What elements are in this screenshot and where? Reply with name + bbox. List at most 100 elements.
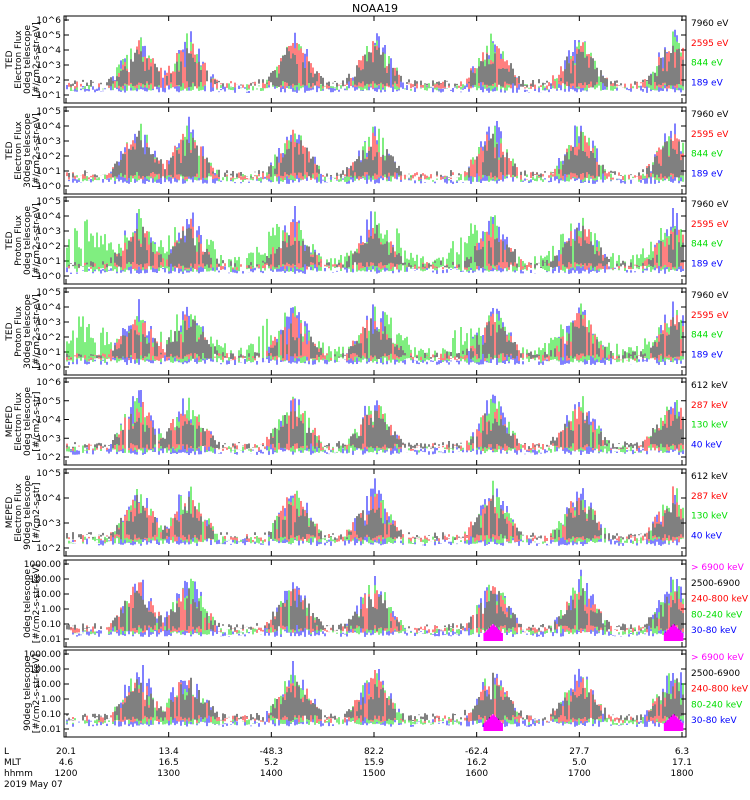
y-tick-label: 10^2: [36, 453, 61, 463]
legend-entry: 40 keV: [691, 531, 723, 541]
trace-magenta: [483, 624, 684, 641]
x-tick-label: 17.1: [672, 758, 692, 768]
x-tick-label: 13.4: [159, 747, 179, 757]
legend-entry: 30-80 keV: [691, 626, 737, 636]
y-axis-label: [#/cm2-s-str]: [32, 391, 42, 451]
legend-entry: 612 keV: [691, 381, 728, 391]
y-tick-label: 10^5: [36, 469, 61, 479]
y-tick-label: 10^3: [36, 137, 61, 147]
x-tick-label: 5.2: [264, 758, 278, 768]
data-traces: [66, 116, 684, 184]
panel-frame: [63, 559, 687, 648]
y-axis-label: 30deg telescope: [23, 113, 33, 188]
y-axis-label: TED: [5, 231, 15, 250]
y-axis-label: [#/cm2-s-str]: [32, 482, 42, 542]
legend-entry: 844 eV: [691, 240, 724, 250]
trace-blue: [72, 478, 680, 546]
y-tick-label: 10^0: [36, 182, 61, 192]
y-tick-label: 10^0: [36, 272, 61, 282]
data-traces: [66, 299, 684, 365]
y-tick-label: 10^6: [36, 378, 61, 388]
legend-entry: 7960 eV: [691, 19, 729, 29]
y-tick-label: 0.01: [41, 635, 61, 645]
y-axis-label: 0deg telescope: [23, 206, 33, 276]
panel-frame: [63, 106, 687, 195]
y-tick-label: 10^1: [36, 167, 61, 177]
y-axis-label: Electron Flux: [14, 30, 24, 89]
y-tick-label: 10^4: [36, 46, 61, 56]
y-tick-label: 10^4: [36, 303, 61, 313]
x-tick-label: 1500: [363, 769, 386, 779]
y-axis-label: Proton Flux: [14, 306, 24, 357]
y-tick-label: 10^3: [36, 519, 61, 529]
x-tick-label: 82.2: [364, 747, 384, 757]
y-axis-label: 30deg telescope: [23, 294, 33, 369]
legend-entry: 2595 eV: [691, 39, 729, 49]
y-tick-label: 10^1: [36, 257, 61, 267]
x-tick-label: 1200: [55, 769, 78, 779]
y-tick-label: 10^5: [36, 288, 61, 298]
y-tick-label: 10^3: [36, 434, 61, 444]
y-tick-label: 100.00: [30, 665, 62, 675]
x-tick-label: 20.1: [56, 747, 76, 757]
x-tick-label: 15.9: [364, 758, 384, 768]
y-tick-label: 10^0: [36, 363, 61, 373]
legend-entry: 287 keV: [691, 401, 728, 411]
x-tick-label: 6.3: [675, 747, 689, 757]
data-traces: [66, 206, 684, 274]
y-axis-label: [#/cm2-s-str-eV]: [32, 203, 42, 278]
legend-entry: 612 keV: [691, 472, 728, 482]
data-traces: [66, 569, 684, 641]
x-tick-label: 1700: [568, 769, 591, 779]
y-axis-label: MEPED: [5, 497, 15, 529]
legend-entry: 2595 eV: [691, 311, 729, 321]
y-tick-label: 0.10: [41, 620, 61, 630]
legend-entry: 844 eV: [691, 150, 724, 160]
y-tick-label: 10^6: [36, 16, 61, 26]
panel-5: 10^2 10^3 10^4 10^5 10^6 MEPED Electron Flux 0d…: [5, 377, 728, 466]
y-axis-label: [#/cm2-s-str-eV]: [32, 113, 42, 188]
trace-black: [66, 314, 684, 359]
y-tick-label: 10^4: [36, 212, 61, 222]
legend-entry: 130 keV: [691, 421, 728, 431]
x-tick-label: 27.7: [569, 747, 589, 757]
y-tick-label: 1.00: [41, 695, 61, 705]
y-tick-label: 10^4: [36, 122, 61, 132]
x-tick-label: -62.4: [465, 747, 489, 757]
legend-entry: > 6900 keV: [691, 653, 745, 663]
x-tick-label: 5.0: [572, 758, 587, 768]
y-tick-label: 10^2: [36, 333, 61, 343]
y-axis-label: 0deg telescope: [23, 569, 33, 639]
x-tick-label: 1600: [465, 769, 488, 779]
panel-1: 10^1 10^2 10^3 10^4 10^5 10^6 TED Electron Flux…: [5, 15, 729, 104]
chart-title: NOAA19: [352, 2, 398, 15]
y-axis-label: [#/cm2-s-str-eV]: [32, 294, 42, 369]
data-traces: [66, 661, 684, 731]
x-tick-label: -48.3: [260, 747, 283, 757]
y-axis-label: 90deg telescope: [23, 475, 33, 550]
trace-black: [68, 130, 684, 178]
legend-entry: 189 eV: [691, 78, 724, 88]
y-tick-label: 10^4: [36, 416, 61, 426]
y-tick-label: 10.00: [35, 590, 61, 600]
y-tick-label: 1000.00: [24, 560, 61, 570]
legend-entry: 80-240 keV: [691, 610, 743, 620]
y-tick-label: 10^2: [36, 152, 61, 162]
y-tick-label: 10^5: [36, 397, 61, 407]
y-tick-label: 10^1: [36, 91, 61, 101]
legend-entry: 240-800 keV: [691, 595, 749, 605]
legend-entry: 189 eV: [691, 169, 724, 179]
y-axis-label: [#/cm2-s-str-keV]: [32, 564, 42, 643]
data-traces: [66, 29, 684, 93]
x-tick-label: 1800: [671, 769, 694, 779]
trace-magenta: [483, 714, 684, 731]
legend-entry: 7960 eV: [691, 110, 729, 120]
y-axis-label: MEPED: [5, 406, 15, 438]
trace-black: [68, 224, 684, 268]
panel-frame: [63, 196, 687, 285]
legend-entry: 189 eV: [691, 350, 724, 360]
y-tick-label: 10^3: [36, 227, 61, 237]
panel-frame: [63, 15, 687, 104]
